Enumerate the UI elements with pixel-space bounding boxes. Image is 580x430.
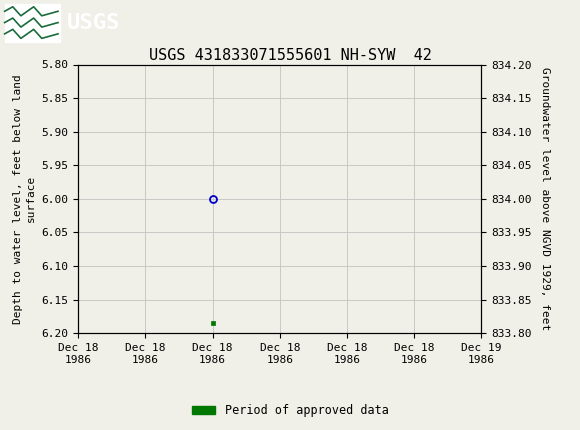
Legend: Period of approved data: Period of approved data [187,399,393,422]
Y-axis label: Groundwater level above NGVD 1929, feet: Groundwater level above NGVD 1929, feet [540,67,550,331]
FancyBboxPatch shape [5,3,60,42]
Text: USGS 431833071555601 NH-SYW  42: USGS 431833071555601 NH-SYW 42 [148,48,432,62]
Text: USGS: USGS [67,12,120,33]
Y-axis label: Depth to water level, feet below land
surface: Depth to water level, feet below land su… [13,74,36,324]
